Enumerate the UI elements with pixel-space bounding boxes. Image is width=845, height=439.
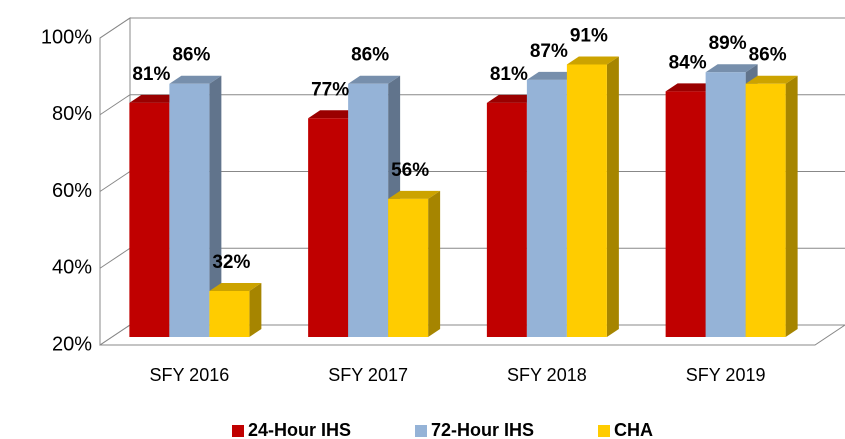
bar-face xyxy=(388,198,429,337)
value-label: 81% xyxy=(132,64,170,85)
bar-face xyxy=(665,83,718,92)
bar-face xyxy=(388,190,441,199)
bar xyxy=(566,56,619,337)
bar-face xyxy=(169,83,210,337)
floor xyxy=(100,324,845,346)
bar xyxy=(388,190,441,337)
value-label: 86% xyxy=(172,45,210,66)
legend-swatch xyxy=(598,425,610,437)
value-label: 87% xyxy=(530,41,568,62)
legend-swatch xyxy=(232,425,244,437)
bar-face xyxy=(308,110,361,119)
bar-face xyxy=(348,75,401,84)
bar xyxy=(745,75,798,337)
bar xyxy=(209,282,262,337)
bar-face xyxy=(526,71,579,80)
value-label: 77% xyxy=(311,79,349,100)
bar-face xyxy=(486,94,539,103)
bar-face xyxy=(705,72,746,338)
y-tick-label: 100% xyxy=(41,26,92,48)
bar-face xyxy=(526,79,567,337)
value-label: 84% xyxy=(669,52,707,73)
bar-face xyxy=(209,282,262,291)
bar-face xyxy=(745,83,786,337)
legend-label: 72-Hour IHS xyxy=(431,420,534,439)
bar-face xyxy=(566,56,619,65)
y-tick-label: 60% xyxy=(52,180,92,202)
value-label: 86% xyxy=(351,45,389,66)
bar-face xyxy=(785,75,798,337)
bar-face xyxy=(308,118,349,337)
bar-face xyxy=(486,102,527,337)
value-label: 81% xyxy=(490,64,528,85)
bar-face xyxy=(169,75,222,84)
bar-face xyxy=(566,64,607,337)
value-label: 86% xyxy=(749,45,787,66)
x-tick-label: SFY 2018 xyxy=(507,365,587,385)
legend-label: CHA xyxy=(614,420,653,439)
legend-swatch xyxy=(415,425,427,437)
value-label: 91% xyxy=(570,26,608,47)
bar-face xyxy=(209,75,222,337)
bar-face xyxy=(249,282,262,337)
bar-face xyxy=(129,102,170,337)
x-tick-label: SFY 2019 xyxy=(686,365,766,385)
legend-label: 24-Hour IHS xyxy=(248,420,351,439)
y-tick-label: 80% xyxy=(52,103,92,125)
x-tick-label: SFY 2016 xyxy=(150,365,230,385)
bar-face xyxy=(705,64,758,73)
value-label: 89% xyxy=(709,33,747,54)
bar-face xyxy=(665,91,706,338)
bar-face xyxy=(745,75,798,84)
y-tick-label: 20% xyxy=(52,333,92,355)
y-tick-label: 40% xyxy=(52,257,92,279)
bar-face xyxy=(209,290,250,337)
value-label: 32% xyxy=(212,252,250,273)
bar-face xyxy=(428,190,441,337)
x-tick-label: SFY 2017 xyxy=(328,365,408,385)
bar-face xyxy=(129,94,182,103)
bar xyxy=(169,75,222,337)
grid-line xyxy=(99,17,845,39)
bar-face xyxy=(606,56,619,337)
bar-face xyxy=(348,83,389,337)
value-label: 56% xyxy=(391,160,429,181)
